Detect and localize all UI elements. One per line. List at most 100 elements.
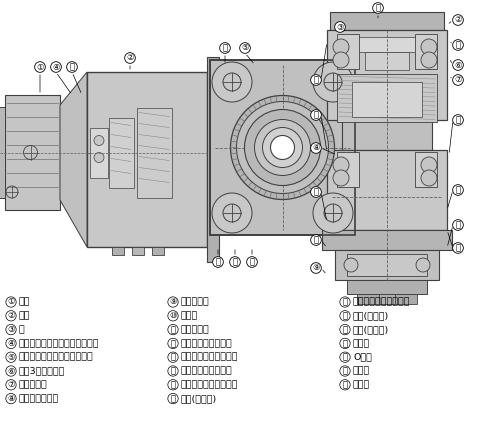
Bar (327, 30, 447, 120)
Bar (90, 128, 108, 178)
Text: ④: ④ (7, 339, 15, 348)
Circle shape (421, 157, 437, 173)
Bar (109, 117, 134, 187)
Bar (415, 152, 437, 187)
Text: ⑮: ⑮ (456, 116, 460, 125)
Text: 轴承（第二轴筱体端）: 轴承（第二轴筱体端） (181, 353, 238, 362)
Text: ⑮: ⑮ (170, 380, 175, 389)
Text: 筱体: 筱体 (19, 311, 30, 320)
Text: 油封(电机轴): 油封(电机轴) (353, 325, 389, 334)
Text: ⑭: ⑭ (314, 111, 318, 120)
Text: 轴承（第二轴盖端）: 轴承（第二轴盖端） (181, 339, 233, 348)
Text: Ⓔ: Ⓔ (342, 339, 347, 348)
Circle shape (344, 258, 358, 272)
Text: ㉓: ㉓ (250, 258, 254, 267)
Circle shape (212, 62, 252, 102)
Bar (357, 294, 417, 304)
Bar (335, 250, 439, 280)
Text: 油封(输出端): 油封(输出端) (353, 311, 389, 320)
Text: ⑥: ⑥ (7, 366, 15, 375)
Text: ③: ③ (7, 325, 15, 334)
Text: ⑫: ⑫ (314, 76, 318, 85)
Text: ②: ② (7, 311, 15, 320)
Text: 输出轴: 输出轴 (181, 311, 198, 320)
Bar (365, 52, 409, 70)
Circle shape (421, 170, 437, 186)
Bar (5, 95, 60, 210)
Bar (415, 34, 437, 69)
Text: ㉑: ㉑ (376, 3, 380, 12)
Circle shape (416, 258, 430, 272)
Bar (322, 230, 452, 250)
Circle shape (94, 135, 104, 145)
Text: ⑱: ⑱ (456, 221, 460, 230)
Text: 轴承（第三轴盖端）: 轴承（第三轴盖端） (181, 366, 233, 375)
Text: Ⓖ: Ⓖ (342, 366, 347, 375)
Bar (342, 120, 432, 150)
Circle shape (230, 95, 334, 200)
Text: 轴承（第三轴筱体端）: 轴承（第三轴筱体端） (181, 380, 238, 389)
Text: ⑯: ⑯ (314, 187, 318, 197)
Text: ⑧: ⑧ (312, 144, 320, 153)
Text: ⑭: ⑭ (170, 366, 175, 375)
Text: ①: ① (36, 62, 44, 71)
Circle shape (313, 62, 353, 102)
Text: 电机小齿轮（准双曲面小齿轮）: 电机小齿轮（准双曲面小齿轮） (19, 339, 100, 348)
Circle shape (421, 52, 437, 68)
Text: ⑰: ⑰ (70, 62, 74, 71)
Text: ⑬: ⑬ (170, 353, 175, 362)
Text: ⑯: ⑯ (456, 243, 460, 252)
Circle shape (421, 39, 437, 55)
Text: ②: ② (454, 15, 462, 25)
Circle shape (236, 101, 328, 194)
Circle shape (270, 135, 294, 160)
Text: ⑤: ⑤ (7, 353, 15, 362)
Bar (137, 108, 172, 197)
Text: ⑪: ⑪ (456, 185, 460, 194)
Text: 第一段齿轮（准双曲面齿轮）: 第一段齿轮（准双曲面齿轮） (19, 353, 94, 362)
Text: 第三轴带小齿轮: 第三轴带小齿轮 (19, 394, 59, 403)
Text: 空心轴输出: 空心轴输出 (181, 325, 210, 334)
Text: O形环: O形环 (353, 353, 372, 362)
Text: 第二段齿轮: 第二段齿轮 (19, 380, 48, 389)
Text: 密封件: 密封件 (353, 380, 370, 389)
Bar (330, 12, 444, 30)
Text: ①: ① (7, 298, 15, 307)
Text: 第三段齿轮: 第三段齿轮 (181, 298, 210, 307)
Bar (359, 37, 415, 52)
Text: ⑬: ⑬ (456, 40, 460, 49)
Text: 盖: 盖 (19, 325, 25, 334)
Bar (132, 247, 144, 255)
Text: ⑦: ⑦ (454, 76, 462, 85)
Bar (337, 152, 359, 187)
Bar (0, 107, 5, 198)
Bar (327, 150, 447, 230)
Bar (379, 294, 395, 304)
Text: Ⓓ: Ⓓ (342, 325, 347, 334)
Bar (337, 34, 359, 69)
Text: ⑩: ⑩ (169, 311, 177, 320)
Text: ③: ③ (336, 22, 344, 31)
Text: ⑤: ⑤ (241, 43, 249, 52)
Text: ㉒: ㉒ (232, 258, 237, 267)
Text: Ⓑ: Ⓑ (342, 298, 347, 307)
Circle shape (333, 52, 349, 68)
Circle shape (94, 153, 104, 163)
Text: Ⓗ: Ⓗ (342, 380, 347, 389)
Text: ⑦: ⑦ (7, 380, 15, 389)
Text: 电机: 电机 (19, 298, 30, 307)
Bar (207, 57, 219, 262)
Text: Ⓒ: Ⓒ (342, 311, 347, 320)
Text: ⑧: ⑧ (7, 394, 15, 403)
Bar (210, 60, 355, 235)
Bar (337, 74, 437, 122)
Text: ⑪: ⑪ (170, 325, 175, 334)
Text: 轴承(输出轴): 轴承(输出轴) (181, 394, 217, 403)
Text: ⑯: ⑯ (170, 394, 175, 403)
Text: ④: ④ (52, 62, 60, 71)
Text: ㉓: ㉓ (216, 258, 220, 267)
Text: 密封盖: 密封盖 (353, 339, 370, 348)
Bar (352, 82, 422, 117)
Text: ⑨: ⑨ (169, 298, 177, 307)
Bar (87, 72, 207, 247)
